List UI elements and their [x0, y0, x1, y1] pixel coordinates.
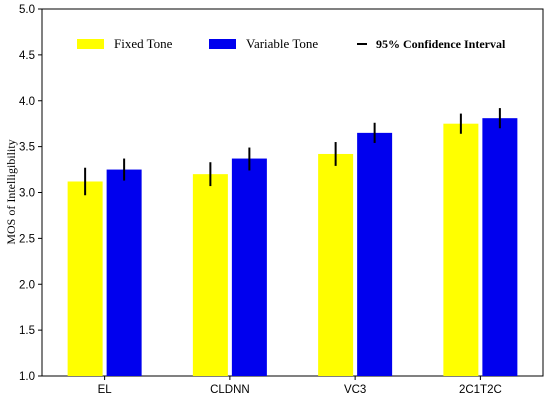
y-axis-label: MOS of Intelligibility	[4, 139, 18, 244]
y-tick-label: 3.5	[19, 142, 35, 154]
x-tick-label: CLDNN	[210, 384, 250, 396]
y-tick-label: 4.0	[19, 96, 35, 108]
error-bars	[84, 108, 501, 196]
y-tick-label: 1.5	[19, 325, 35, 337]
bar-fixed-tone-cldnn	[192, 174, 228, 376]
x-tick-label: 2C1T2C	[459, 384, 502, 396]
bar-fixed-tone-el	[67, 181, 103, 376]
legend-label-fixed-tone: Fixed Tone	[114, 36, 173, 51]
bar-fixed-tone-vc3	[318, 153, 354, 376]
bar-fixed-tone-2c1t2c	[443, 123, 479, 376]
y-tick-label: 2.5	[19, 233, 35, 245]
legend-label-confidence-interval: 95% Confidence Interval	[376, 37, 506, 51]
legend-label-variable-tone: Variable Tone	[246, 36, 318, 51]
bar-variable-tone-vc3	[357, 132, 393, 376]
bar-variable-tone-cldnn	[231, 158, 267, 376]
y-tick-label: 4.5	[19, 50, 35, 62]
legend-swatch-fixed-tone	[77, 39, 104, 49]
y-tick-label: 2.0	[19, 279, 35, 291]
x-tick-label: VC3	[344, 384, 366, 396]
x-tick-label: EL	[98, 384, 113, 396]
y-axis: 1.0 1.5 2.0 2.5 3.0 3.5 4.0 4.5 5.0	[19, 4, 42, 383]
legend-swatch-variable-tone	[209, 39, 236, 49]
y-tick-label: 1.0	[19, 371, 35, 383]
bars	[67, 118, 518, 377]
x-axis: EL CLDNN VC3 2C1T2C	[98, 376, 502, 396]
y-tick-label: 5.0	[19, 4, 35, 16]
bar-variable-tone-el	[106, 169, 142, 376]
bar-variable-tone-2c1t2c	[482, 118, 518, 377]
y-tick-label: 3.0	[19, 188, 35, 200]
legend: Fixed Tone Variable Tone 95% Confidence …	[77, 36, 506, 51]
